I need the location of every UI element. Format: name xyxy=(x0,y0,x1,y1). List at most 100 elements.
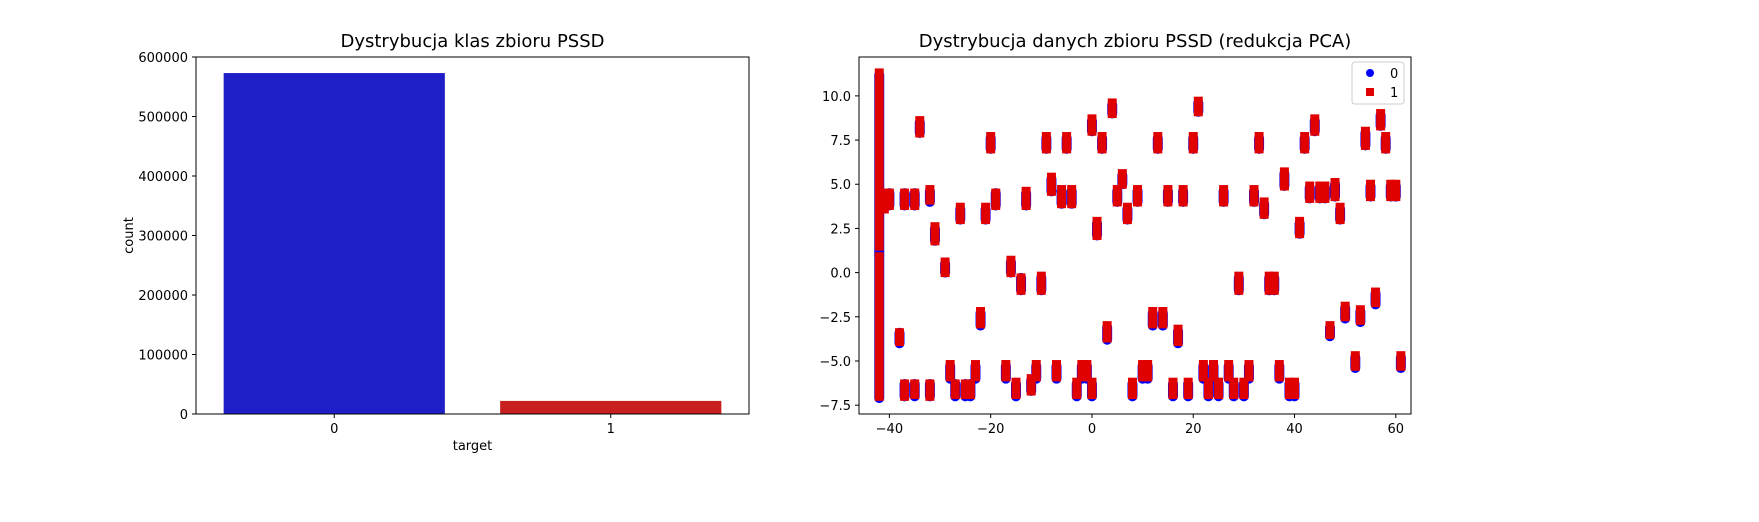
bar-chart-title: Dystrybucja klas zbioru PSSD xyxy=(340,31,604,52)
point-class-1 xyxy=(1396,351,1406,371)
point-class-1 xyxy=(1274,360,1284,382)
x-tick-label: 0 xyxy=(1088,422,1096,437)
point-class-1 xyxy=(1279,167,1289,191)
point-class-1 xyxy=(884,188,894,210)
y-tick-label: 300000 xyxy=(138,230,188,245)
point-class-1 xyxy=(981,202,991,225)
point-class-1 xyxy=(1102,321,1112,343)
plot-frame xyxy=(195,56,750,415)
point-class-1 xyxy=(1290,377,1300,400)
point-class-1 xyxy=(960,379,970,400)
point-class-1 xyxy=(874,68,884,251)
point-class-1 xyxy=(945,360,955,382)
point-class-1 xyxy=(1082,360,1092,382)
point-class-1 xyxy=(1254,132,1264,154)
point-class-1 xyxy=(1163,185,1173,207)
point-class-1 xyxy=(874,252,884,401)
x-tick-label: 40 xyxy=(1286,422,1303,437)
point-class-1 xyxy=(1052,360,1062,382)
bar-0 xyxy=(223,73,445,414)
point-class-1 xyxy=(1365,179,1375,202)
y-tick-label: 0.0 xyxy=(830,267,851,282)
point-class-1 xyxy=(1386,179,1396,202)
point-class-1 xyxy=(930,222,940,246)
point-class-1 xyxy=(1112,185,1122,207)
point-class-1 xyxy=(1234,271,1244,295)
point-class-1 xyxy=(910,379,920,400)
bar-axes: 0 1 0 100000 200000 300000 400000 500000 600000 xyxy=(138,51,750,437)
point-class-1 xyxy=(1295,216,1305,239)
scatter-chart-title: Dystrybucja danych zbioru PSSD (redukcja… xyxy=(919,31,1352,52)
y-tick-label: 600000 xyxy=(138,51,188,66)
point-class-1 xyxy=(1239,377,1249,400)
point-class-1 xyxy=(976,306,986,329)
x-tick-label: 60 xyxy=(1388,422,1405,437)
point-class-1 xyxy=(1188,132,1198,154)
y-tick-label: −7.5 xyxy=(819,399,851,414)
point-class-1 xyxy=(1153,132,1163,154)
point-class-1 xyxy=(1041,132,1051,154)
y-tick-label: 100000 xyxy=(138,349,188,364)
point-class-1 xyxy=(950,379,960,400)
point-class-1 xyxy=(1097,132,1107,154)
point-class-1 xyxy=(1305,181,1315,203)
point-class-1 xyxy=(1057,185,1067,209)
point-class-1 xyxy=(1350,351,1360,371)
point-class-1 xyxy=(1284,377,1294,400)
y-tick-label: 10.0 xyxy=(822,90,851,105)
point-class-1 xyxy=(1107,98,1117,119)
point-class-1 xyxy=(1203,377,1213,400)
class-distribution-bar-chart: Dystrybucja klas zbioru PSSD 0 1 0 100000 20… xyxy=(122,31,750,454)
point-class-1 xyxy=(1360,126,1370,150)
point-class-1 xyxy=(1198,360,1208,382)
point-class-1 xyxy=(1371,287,1381,308)
point-class-1 xyxy=(1087,114,1097,136)
y-tick-label: 2.5 xyxy=(830,222,851,237)
y-tick-label: −2.5 xyxy=(819,311,851,326)
point-class-1 xyxy=(1001,360,1011,382)
y-tick-label: 0 xyxy=(180,408,188,423)
point-class-1 xyxy=(1219,185,1229,207)
point-class-1 xyxy=(1391,179,1401,202)
point-class-1 xyxy=(1325,321,1335,339)
x-tick-label: −20 xyxy=(977,422,1004,437)
point-class-1 xyxy=(991,188,1001,210)
point-class-1 xyxy=(1178,185,1188,207)
bar-1 xyxy=(500,400,722,414)
point-class-1 xyxy=(1158,306,1168,329)
y-tick-label: 200000 xyxy=(138,289,188,304)
point-class-1 xyxy=(1259,197,1269,219)
legend-label: 0 xyxy=(1390,67,1398,82)
point-class-1 xyxy=(1026,374,1036,396)
point-class-1 xyxy=(1244,360,1254,382)
point-class-1 xyxy=(1016,273,1026,295)
point-class-1 xyxy=(986,132,996,154)
point-class-1 xyxy=(910,188,920,210)
bar-y-axis-label: count xyxy=(122,217,137,254)
point-class-1 xyxy=(1264,271,1274,295)
point-class-1 xyxy=(1148,306,1158,329)
point-class-1 xyxy=(915,116,925,138)
point-class-1 xyxy=(970,360,980,382)
point-class-1 xyxy=(1067,185,1077,209)
x-tick-label: 20 xyxy=(1185,422,1202,437)
point-class-1 xyxy=(1381,132,1391,154)
point-class-1 xyxy=(1011,377,1021,400)
point-class-1 xyxy=(1320,181,1330,203)
point-class-1 xyxy=(1072,377,1082,400)
point-class-1 xyxy=(900,379,910,401)
point-class-1 xyxy=(1092,216,1102,240)
point-class-1 xyxy=(1376,109,1386,131)
point-class-1 xyxy=(900,188,910,210)
point-class-1 xyxy=(1021,186,1031,210)
legend-marker-circle xyxy=(1366,69,1374,77)
point-class-1 xyxy=(879,188,889,214)
point-class-1 xyxy=(1310,114,1320,136)
x-tick-label: −40 xyxy=(876,422,903,437)
bar-x-axis-label: target xyxy=(453,439,493,454)
point-class-1 xyxy=(1006,255,1016,278)
point-class-1 xyxy=(1046,172,1056,196)
y-tick-label: −5.0 xyxy=(819,355,851,370)
y-tick-label: 5.0 xyxy=(830,178,851,193)
